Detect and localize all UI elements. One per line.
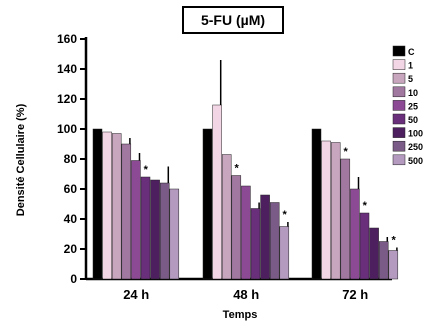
bar <box>330 142 341 280</box>
y-tick-label: 140 <box>57 62 77 76</box>
bar <box>159 182 170 280</box>
legend-swatch <box>392 72 406 84</box>
y-tick-label: 20 <box>64 242 78 256</box>
bar <box>150 179 160 280</box>
legend-swatch <box>392 113 406 125</box>
bar <box>102 131 112 280</box>
bar <box>369 227 379 280</box>
bar <box>241 185 251 280</box>
legend-label: 500 <box>408 156 423 166</box>
bar <box>131 160 141 280</box>
y-tick-label: 160 <box>57 32 77 46</box>
bar <box>231 175 242 280</box>
significance-mark: * <box>282 209 287 221</box>
bar <box>140 176 151 280</box>
significance-mark: * <box>144 164 149 176</box>
bar <box>260 194 270 280</box>
bar <box>250 208 261 280</box>
bar <box>340 158 351 280</box>
x-category-label: 48 h <box>233 287 259 302</box>
bar <box>311 128 322 280</box>
bar <box>111 133 122 280</box>
legend-swatch <box>392 154 406 166</box>
x-category-label: 72 h <box>342 287 368 302</box>
bar <box>92 128 103 280</box>
legend-swatch <box>392 59 406 70</box>
bar <box>321 140 331 280</box>
bar <box>221 154 232 280</box>
legend-label: 250 <box>408 142 423 152</box>
legend-swatch <box>392 100 406 111</box>
legend-swatch <box>392 45 406 57</box>
y-tick-label: 40 <box>64 212 78 226</box>
bar <box>388 250 399 280</box>
legend-label: 50 <box>408 115 418 125</box>
significance-mark: * <box>363 200 368 212</box>
bar <box>169 188 180 280</box>
bar <box>350 188 360 280</box>
legend-label: 5 <box>408 74 413 84</box>
y-tick-label: 0 <box>70 272 77 286</box>
bar <box>121 143 132 280</box>
legend-label: 100 <box>408 129 423 139</box>
plot-area: 0 20 40 60 80 100 120 140 160 * 24 h * * 48 h * * * 72 h <box>57 32 399 302</box>
chart-title: 5-FU (µM) <box>201 12 265 28</box>
legend-swatch <box>392 140 406 152</box>
y-tick-label: 120 <box>57 92 77 106</box>
legend-swatch <box>392 86 406 98</box>
legend-label: 1 <box>408 61 413 71</box>
bar <box>269 202 280 280</box>
bar <box>279 226 290 280</box>
y-tick-label: 100 <box>57 122 77 136</box>
y-axis-title: Densité Cellulaire (%) <box>15 103 27 216</box>
significance-mark: * <box>391 235 396 247</box>
bar <box>212 104 222 280</box>
legend-label: 10 <box>408 88 418 98</box>
x-category-label: 24 h <box>123 287 149 302</box>
legend-swatch <box>392 127 406 138</box>
y-tick-label: 60 <box>64 182 78 196</box>
chart-title-box <box>182 6 284 34</box>
bar <box>202 128 213 280</box>
y-tick-label: 80 <box>64 152 78 166</box>
legend: C 1 5 10 25 50 100 250 500 <box>392 45 423 166</box>
legend-label: C <box>408 47 415 57</box>
significance-mark: * <box>234 163 239 175</box>
bar <box>359 212 370 280</box>
x-axis-title: Temps <box>223 309 258 321</box>
bar <box>378 241 389 280</box>
significance-mark: * <box>343 146 348 158</box>
legend-label: 25 <box>408 101 418 111</box>
